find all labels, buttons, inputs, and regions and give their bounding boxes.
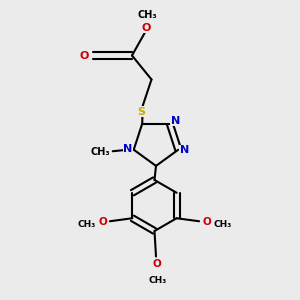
Text: O: O [202, 217, 211, 227]
Text: S: S [137, 107, 145, 117]
Text: N: N [180, 145, 189, 155]
Text: N: N [123, 144, 132, 154]
Text: O: O [142, 23, 151, 33]
Text: CH₃: CH₃ [91, 147, 110, 157]
Text: CH₃: CH₃ [137, 10, 157, 20]
Text: CH₃: CH₃ [77, 220, 95, 229]
Text: O: O [152, 259, 161, 269]
Text: O: O [98, 217, 107, 227]
Text: O: O [80, 50, 89, 61]
Text: N: N [170, 116, 180, 126]
Text: CH₃: CH₃ [214, 220, 232, 229]
Text: CH₃: CH₃ [148, 276, 166, 285]
